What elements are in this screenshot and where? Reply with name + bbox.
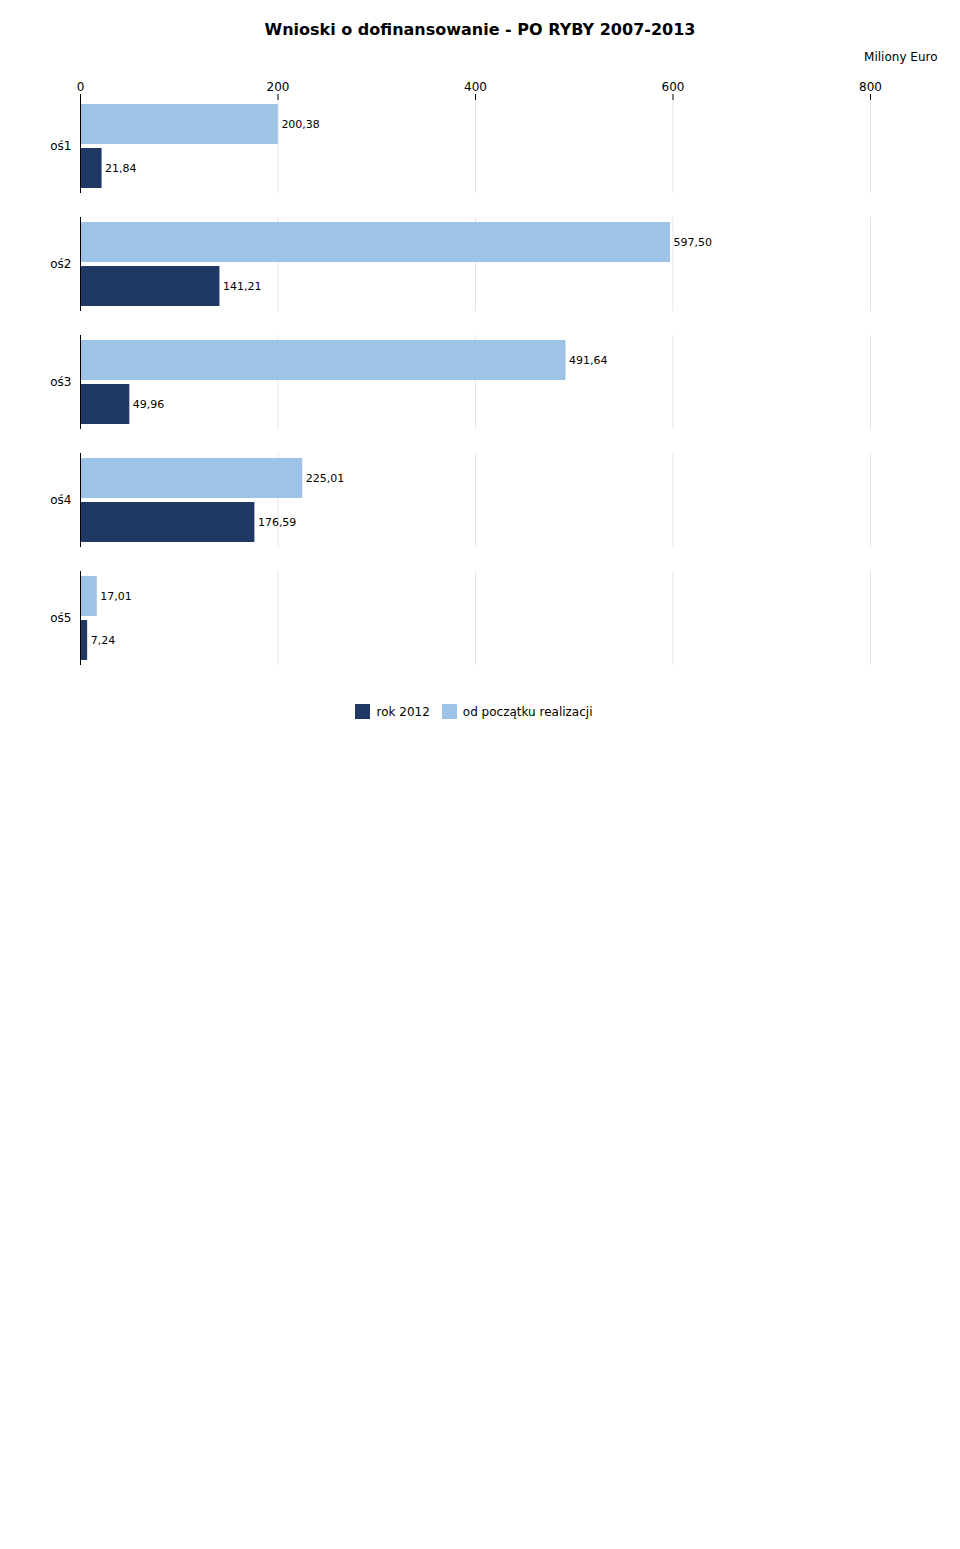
svg-text:Miliony Euro: Miliony Euro (864, 50, 937, 64)
svg-text:141,21: 141,21 (223, 280, 262, 293)
svg-text:oś4: oś4 (50, 493, 71, 507)
svg-text:49,96: 49,96 (133, 398, 165, 411)
svg-text:400: 400 (464, 80, 487, 94)
svg-text:200,38: 200,38 (281, 118, 320, 131)
svg-text:600: 600 (662, 80, 685, 94)
svg-text:7,24: 7,24 (91, 634, 116, 647)
svg-text:oś1: oś1 (50, 139, 71, 153)
svg-text:17,01: 17,01 (100, 590, 132, 603)
html-text:Wnioski o dofinansowanie - PO: Wnioski o dofinansowanie - PO RYBY 2007-… (264, 20, 696, 39)
svg-text:oś5: oś5 (50, 611, 71, 625)
html-text:rok 2012: rok 2012 (376, 704, 430, 719)
svg-text:176,59: 176,59 (258, 516, 297, 529)
svg-text:oś2: oś2 (50, 257, 71, 271)
svg-text:0: 0 (77, 80, 85, 94)
svg-text:200: 200 (267, 80, 290, 94)
svg-text:21,84: 21,84 (105, 162, 137, 175)
svg-text:800: 800 (859, 80, 882, 94)
svg-text:oś3: oś3 (50, 375, 71, 389)
svg-text:225,01: 225,01 (306, 472, 345, 485)
svg-text:491,64: 491,64 (569, 354, 608, 367)
html-text:od początku realizacji: od początku realizacji (462, 704, 593, 719)
svg-text:597,50: 597,50 (674, 236, 713, 249)
